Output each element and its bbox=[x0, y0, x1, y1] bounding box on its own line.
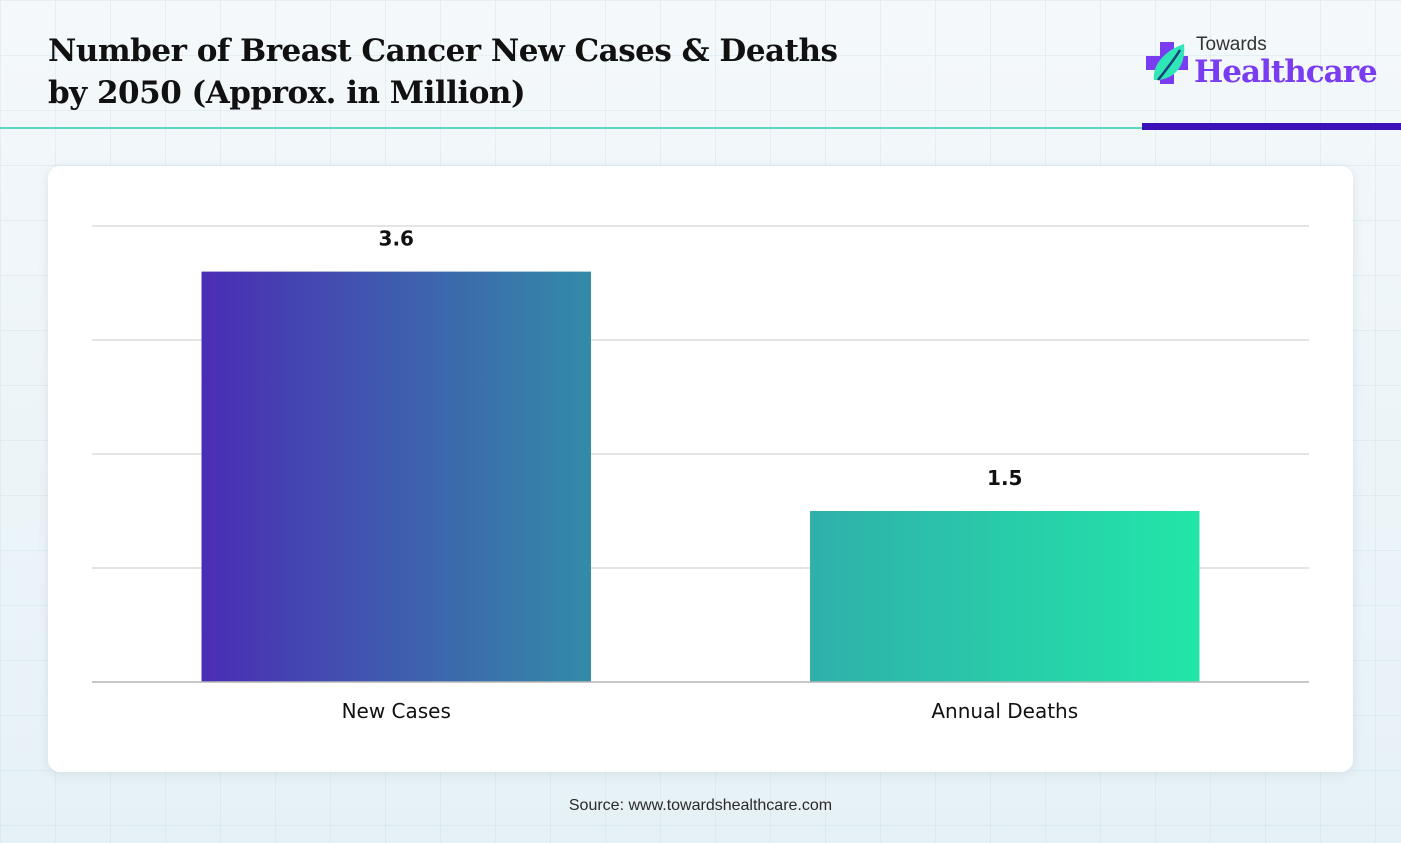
category-label: Annual Deaths bbox=[931, 699, 1078, 723]
header-divider-purple bbox=[1142, 123, 1401, 130]
header: Number of Breast Cancer New Cases & Deat… bbox=[0, 0, 1401, 130]
chart-title: Number of Breast Cancer New Cases & Deat… bbox=[48, 30, 928, 114]
title-line-2: by 2050 (Approx. in Million) bbox=[48, 75, 526, 111]
bar-annual-deaths bbox=[810, 511, 1200, 682]
category-labels: New Cases Annual Deaths bbox=[342, 699, 1079, 723]
data-labels: 3.6 1.5 bbox=[379, 227, 1023, 490]
bar-chart: 3.6 1.5 New Cases Annual Deaths bbox=[92, 225, 1309, 723]
logo-text-towards: Towards bbox=[1196, 34, 1267, 55]
medical-cross-leaf-icon bbox=[1146, 42, 1188, 84]
data-label: 1.5 bbox=[987, 466, 1022, 490]
chart-card: 3.6 1.5 New Cases Annual Deaths bbox=[48, 166, 1353, 772]
title-line-1: Number of Breast Cancer New Cases & Deat… bbox=[48, 33, 838, 69]
category-label: New Cases bbox=[342, 699, 451, 723]
bar-new-cases bbox=[201, 271, 591, 682]
logo-text-healthcare: Healthcare bbox=[1194, 54, 1378, 90]
bars bbox=[201, 271, 1200, 682]
data-label: 3.6 bbox=[379, 227, 414, 251]
brand-logo: Towards Healthcare bbox=[1144, 34, 1378, 94]
header-divider-teal bbox=[0, 127, 1142, 129]
source-footnote: Source: www.towardshealthcare.com bbox=[568, 797, 833, 814]
